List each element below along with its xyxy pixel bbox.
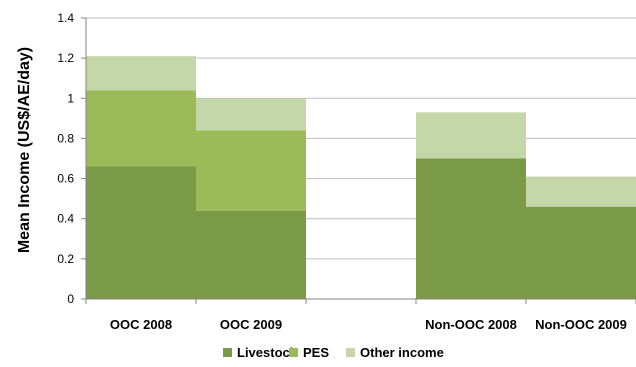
x-category-label: OOC 2009	[220, 317, 282, 332]
legend-label: Livestock	[237, 345, 298, 360]
bar-segment-livestock	[86, 166, 196, 299]
y-tick-label: 0	[67, 292, 74, 306]
y-tick-label: 1.4	[57, 11, 74, 25]
bar-segment-other-income	[416, 112, 526, 159]
y-axis-label: Mean Income (US$/AE/day)	[16, 47, 33, 253]
axes	[81, 17, 636, 304]
legend-label: PES	[303, 345, 329, 360]
y-tick-label: 0.6	[57, 172, 74, 186]
legend-swatch-livestock	[223, 348, 232, 357]
legend-swatch-pes	[289, 348, 298, 357]
x-category-label: OOC 2008	[110, 317, 172, 332]
y-tick-label: 0.8	[57, 131, 74, 145]
bar-segment-other-income	[86, 56, 196, 91]
x-category-label: Non-OOC 2008	[425, 317, 517, 332]
y-tick-label: 1	[67, 91, 74, 105]
y-tick-label: 0.2	[57, 252, 74, 266]
bar-segment-livestock	[416, 158, 526, 299]
bar-segment-livestock	[196, 210, 306, 299]
bar-segment-other-income	[196, 98, 306, 131]
bar-segment-pes	[86, 90, 196, 167]
legend-label: Other income	[360, 345, 444, 360]
y-tick-label: 1.2	[57, 51, 74, 65]
y-tick-label: 0.4	[57, 212, 74, 226]
legend-swatch-other-income	[346, 348, 355, 357]
bar-segment-other-income	[526, 176, 636, 207]
x-category-labels: OOC 2008 OOC 2009 Non-OOC 2008 Non-OOC 2009	[110, 317, 627, 332]
bar-segment-pes	[196, 130, 306, 211]
y-tick-labels: 0 0.2 0.4 0.6 0.8 1 1.2 1.4	[57, 11, 74, 306]
legend: Livestock PES Other income	[223, 345, 444, 360]
bar-segment-livestock	[526, 206, 636, 299]
bars	[86, 56, 636, 299]
x-category-label: Non-OOC 2009	[535, 317, 627, 332]
